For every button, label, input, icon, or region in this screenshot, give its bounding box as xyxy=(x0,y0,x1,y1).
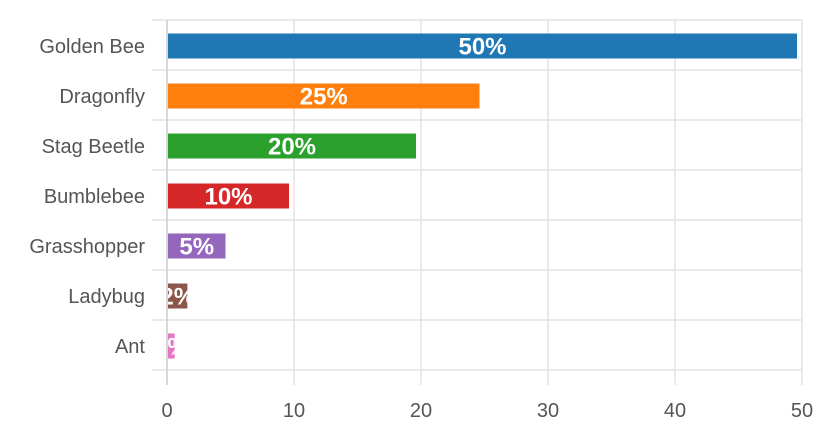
bar-dragonfly xyxy=(168,83,480,109)
bar-ant xyxy=(168,333,175,359)
grid xyxy=(152,19,803,385)
x-tick-label: 40 xyxy=(664,400,686,422)
x-tick-label: 30 xyxy=(537,400,559,422)
bar-value-label: 10% xyxy=(204,184,252,211)
bar-value-label: 25% xyxy=(300,84,348,111)
x-tick-label: 0 xyxy=(161,400,172,422)
bar-golden-bee xyxy=(168,33,797,59)
bars xyxy=(168,33,797,359)
category-label: Ladybug xyxy=(68,286,145,308)
category-label: Dragonfly xyxy=(59,86,145,108)
bar-value-labels: 50% 25% 20% 10% 5% 2% 1% xyxy=(154,34,507,361)
x-tick-label: 50 xyxy=(791,400,813,422)
x-tick-label: 20 xyxy=(410,400,432,422)
category-axis-labels: Golden Bee Dragonfly Stag Beetle Bumblebee G… xyxy=(29,36,145,358)
x-tick-label: 10 xyxy=(283,400,305,422)
bar-stag-beetle xyxy=(168,133,416,159)
category-label: Stag Beetle xyxy=(42,136,145,158)
category-label: Ant xyxy=(115,336,145,358)
category-label: Bumblebee xyxy=(44,186,145,208)
bar-value-label: 1% xyxy=(154,334,189,361)
category-label: Grasshopper xyxy=(29,236,145,258)
bar-value-label: 5% xyxy=(179,234,214,261)
category-label: Golden Bee xyxy=(39,36,145,58)
bar-ladybug xyxy=(168,283,188,309)
bar-value-label: 50% xyxy=(458,34,506,61)
bar-value-label: 2% xyxy=(160,284,195,311)
bar-grasshopper xyxy=(168,233,226,259)
bar-bumblebee xyxy=(168,183,289,209)
value-axis-tick-labels: 0 10 20 30 40 50 xyxy=(161,400,813,422)
bar-value-label: 20% xyxy=(268,134,316,161)
